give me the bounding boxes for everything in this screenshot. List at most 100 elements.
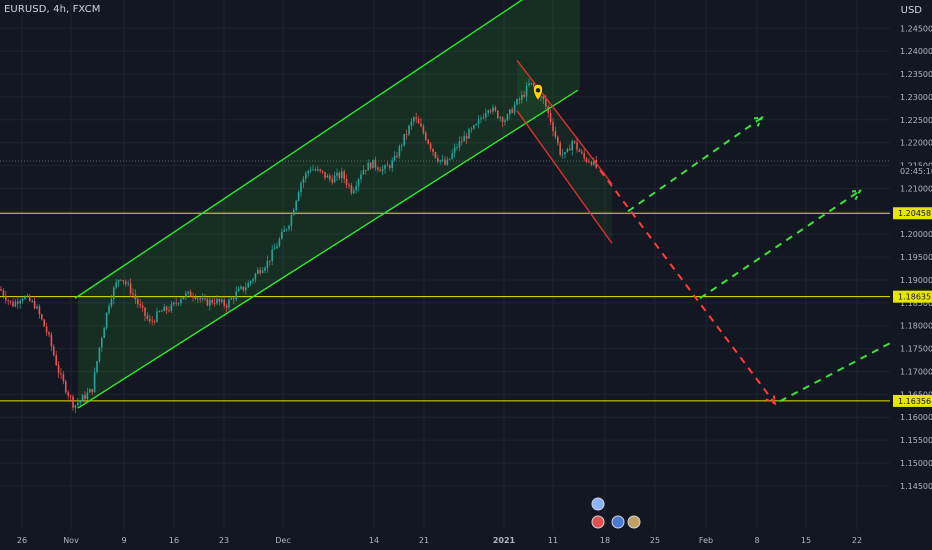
candle-body xyxy=(348,184,350,186)
candle-body xyxy=(137,299,139,305)
candle-body xyxy=(38,306,41,315)
candle-body xyxy=(230,298,233,300)
price-tick-label: 1.16000 xyxy=(900,413,932,422)
candle-body xyxy=(233,298,235,300)
price-tick-label: 1.23500 xyxy=(900,70,932,79)
candle-body xyxy=(228,299,230,308)
candle-body xyxy=(240,286,242,289)
candle-body xyxy=(19,300,21,304)
candle-body xyxy=(333,175,336,183)
candle-body xyxy=(437,157,439,162)
candle-body xyxy=(273,248,276,250)
candle-body xyxy=(144,307,146,316)
candle-body xyxy=(523,94,525,97)
candle-body xyxy=(530,82,533,84)
candle-body xyxy=(345,178,348,185)
candle-body xyxy=(36,306,38,309)
candle-body xyxy=(504,120,506,122)
candle-body xyxy=(451,153,453,159)
candle-body xyxy=(444,159,446,165)
candle-body xyxy=(259,269,261,273)
candle-body xyxy=(434,152,437,158)
candle-body xyxy=(67,392,69,396)
bar-countdown: 02:45:10 xyxy=(898,166,932,178)
candle-body xyxy=(48,332,50,335)
candle-body xyxy=(41,314,43,320)
candle-body xyxy=(391,160,393,168)
candle-body xyxy=(117,279,120,283)
candle-body xyxy=(168,310,170,312)
candle-body xyxy=(288,225,290,229)
candle-body xyxy=(499,117,501,119)
time-tick-label: 22 xyxy=(852,536,862,545)
candle-body xyxy=(84,395,86,400)
candle-body xyxy=(343,171,345,179)
candle-body xyxy=(485,112,487,118)
candle-body xyxy=(182,297,185,300)
candle-body xyxy=(31,300,33,302)
candle-body xyxy=(417,118,420,124)
candle-body xyxy=(290,215,293,226)
candle-body xyxy=(386,165,389,167)
candle-body xyxy=(139,304,141,306)
price-tick-label: 1.17500 xyxy=(900,345,932,354)
candle-body xyxy=(57,365,60,374)
candle-body xyxy=(271,249,273,261)
candle-body xyxy=(221,299,223,302)
level-tag-label: 1.16356 xyxy=(898,397,931,406)
candle-body xyxy=(545,99,547,107)
pin-dot xyxy=(535,88,541,93)
candle-body xyxy=(420,123,422,127)
green-projection xyxy=(699,189,861,300)
candle-body xyxy=(516,99,518,105)
candle-body xyxy=(410,121,413,126)
time-tick-label: 2021 xyxy=(493,536,516,545)
candle-body xyxy=(360,174,362,180)
candle-body xyxy=(353,190,355,194)
candle-body xyxy=(314,169,317,171)
candle-body xyxy=(245,287,247,291)
candle-body xyxy=(206,298,209,306)
price-tick-label: 1.20000 xyxy=(900,230,932,239)
candle-body xyxy=(326,175,329,178)
candle-body xyxy=(278,238,281,247)
candle-body xyxy=(293,209,295,216)
candle-body xyxy=(69,395,72,397)
candle-body xyxy=(98,347,101,362)
price-axis-background xyxy=(890,0,932,550)
candle-body xyxy=(105,312,108,328)
candle-body xyxy=(269,260,271,262)
candle-body xyxy=(506,114,509,121)
candle-body xyxy=(461,141,463,143)
candle-body xyxy=(252,279,254,282)
red-projection xyxy=(599,169,776,405)
price-tick-label: 1.16500 xyxy=(900,390,932,399)
candle-body xyxy=(177,303,180,305)
candle-body xyxy=(578,149,581,152)
candle-body xyxy=(533,82,535,88)
map-pin-icon[interactable] xyxy=(533,84,543,101)
candle-body xyxy=(247,283,249,288)
event-icon xyxy=(611,515,625,529)
candle-body xyxy=(77,402,79,406)
candle-body xyxy=(146,315,149,319)
candle-body xyxy=(494,107,497,111)
candle-body xyxy=(518,99,521,100)
candle-body xyxy=(585,158,588,162)
candle-body xyxy=(305,173,307,179)
time-tick-label: Feb xyxy=(699,536,713,545)
channels xyxy=(74,0,613,409)
candle-body xyxy=(103,327,105,338)
candle-body xyxy=(163,306,165,312)
candle-body xyxy=(151,321,153,322)
candle-body xyxy=(468,129,470,139)
candle-body xyxy=(581,151,583,154)
candle-body xyxy=(113,287,115,300)
candle-body xyxy=(2,290,5,296)
candle-body xyxy=(17,301,19,304)
candle-body xyxy=(573,140,576,143)
price-tick-label: 1.21000 xyxy=(900,184,932,193)
candle-body xyxy=(120,279,122,281)
